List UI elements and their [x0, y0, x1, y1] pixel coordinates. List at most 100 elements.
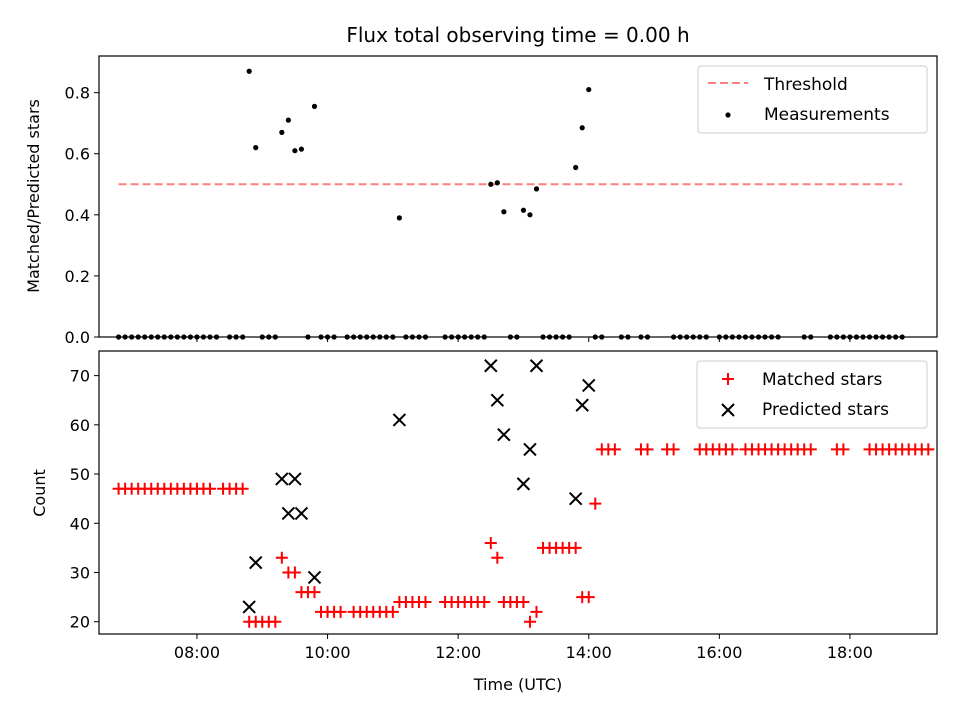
y-tick-label: 70 — [70, 367, 90, 386]
matched-star-point — [726, 443, 739, 456]
measurement-point — [246, 68, 252, 74]
y-tick-label: 60 — [70, 416, 90, 435]
y-tick-label: 0.2 — [65, 267, 90, 286]
measurement-point — [292, 148, 298, 154]
measurement-point — [488, 181, 494, 187]
matched-star-point — [523, 615, 536, 628]
predicted-star-point — [568, 491, 583, 506]
bottom-matched-layer — [112, 443, 935, 628]
matched-star-point — [334, 605, 347, 618]
matched-star-point — [484, 536, 497, 549]
predicted-star-point — [249, 555, 263, 570]
measurement-point — [285, 117, 291, 123]
matched-star-point — [667, 443, 680, 456]
legend-matched-swatch — [722, 373, 734, 385]
predicted-star-point — [529, 359, 544, 373]
measurement-point — [298, 146, 305, 152]
matched-star-point — [608, 443, 621, 456]
legend-predicted-label: Predicted stars — [762, 400, 889, 420]
y-tick-label: 0.6 — [65, 145, 90, 164]
matched-star-point — [478, 596, 491, 609]
measurement-point — [573, 164, 579, 171]
top-axes: 0.00.20.40.60.8 Matched/Predicted stars … — [24, 55, 938, 347]
measurement-point — [396, 215, 402, 221]
matched-star-point — [419, 596, 432, 609]
y-tick-label: 0.0 — [65, 328, 90, 347]
y-tick-label: 0.4 — [65, 206, 90, 225]
x-tick-label: 16:00 — [696, 643, 742, 662]
legend-measurements-swatch — [725, 112, 731, 118]
top-x-ticks — [196, 337, 851, 342]
matched-star-point — [275, 551, 288, 564]
matched-star-point — [837, 443, 850, 456]
y-tick-label: 30 — [70, 563, 90, 582]
legend-threshold-label: Threshold — [763, 75, 848, 95]
predicted-star-point — [582, 378, 596, 393]
bottom-y-ticks: 20 30 40 50 60 70 — [70, 367, 99, 632]
matched-star-point — [386, 605, 399, 618]
top-y-axis-label: Matched/Predicted stars — [24, 99, 43, 293]
x-tick-label: 14:00 — [566, 643, 612, 662]
matched-star-point — [641, 443, 654, 456]
matched-star-point — [804, 443, 817, 456]
top-legend-box — [697, 65, 928, 134]
predicted-star-point — [307, 570, 322, 585]
top-legend: Threshold Measurements — [697, 65, 928, 134]
predicted-star-point — [242, 600, 256, 614]
x-tick-label: 18:00 — [827, 643, 873, 662]
predicted-star-point — [497, 427, 511, 442]
y-tick-label: 40 — [70, 514, 90, 533]
predicted-star-point — [575, 398, 589, 412]
x-tick-label: 10:00 — [304, 643, 350, 662]
measurement-point — [279, 129, 285, 135]
predicted-star-point — [516, 477, 531, 491]
bottom-predicted-layer — [242, 359, 596, 614]
matched-star-point — [530, 605, 543, 618]
figure-title: Flux total observing time = 0.00 h — [346, 23, 689, 47]
top-y-ticks: 0.0 0.2 0.4 0.6 0.8 — [65, 84, 99, 347]
x-tick-label: 08:00 — [174, 643, 220, 662]
legend-predicted-swatch — [721, 403, 735, 417]
bottom-axes: 20 30 40 50 60 70 08:00 10:00 12:00 14:00 16:00 18… — [30, 350, 938, 694]
legend-measurements-label: Measurements — [764, 105, 890, 125]
matched-star-point — [308, 586, 321, 599]
top-measurements-layer — [115, 68, 905, 340]
legend-matched-label: Matched stars — [762, 370, 882, 390]
matched-star-point — [204, 482, 217, 495]
measurement-point — [253, 145, 259, 151]
predicted-star-point — [275, 472, 289, 486]
measurement-point — [311, 103, 318, 109]
bottom-x-ticks: 08:00 10:00 12:00 14:00 16:00 18:00 — [174, 634, 873, 662]
matched-star-point — [569, 541, 582, 554]
predicted-star-point — [490, 393, 505, 407]
predicted-star-point — [288, 472, 302, 486]
predicted-star-point — [294, 506, 309, 521]
bottom-legend-box — [696, 360, 928, 429]
predicted-star-point — [281, 506, 296, 521]
bottom-legend: Matched stars Predicted stars — [696, 360, 928, 429]
measurement-point — [527, 212, 533, 218]
matched-star-point — [922, 443, 935, 456]
measurement-point — [494, 180, 500, 186]
measurement-point — [533, 186, 540, 192]
predicted-star-point — [484, 359, 498, 373]
matched-star-point — [491, 551, 504, 564]
x-tick-label: 12:00 — [435, 643, 481, 662]
predicted-star-point — [392, 413, 407, 427]
bottom-x-axis-label: Time (UTC) — [473, 675, 562, 694]
matched-star-point — [236, 482, 249, 495]
matched-star-point — [269, 615, 282, 628]
matched-star-point — [589, 497, 602, 510]
measurement-point — [579, 125, 585, 131]
y-tick-label: 20 — [70, 613, 90, 632]
y-tick-label: 0.8 — [65, 84, 90, 103]
matched-star-point — [288, 566, 301, 579]
predicted-star-point — [523, 442, 537, 457]
y-tick-label: 50 — [70, 465, 90, 484]
top-axes-frame — [98, 55, 938, 338]
measurement-point — [501, 209, 507, 215]
matched-star-point — [517, 596, 530, 609]
bottom-axes-frame — [98, 350, 938, 635]
matched-star-point — [582, 591, 595, 604]
